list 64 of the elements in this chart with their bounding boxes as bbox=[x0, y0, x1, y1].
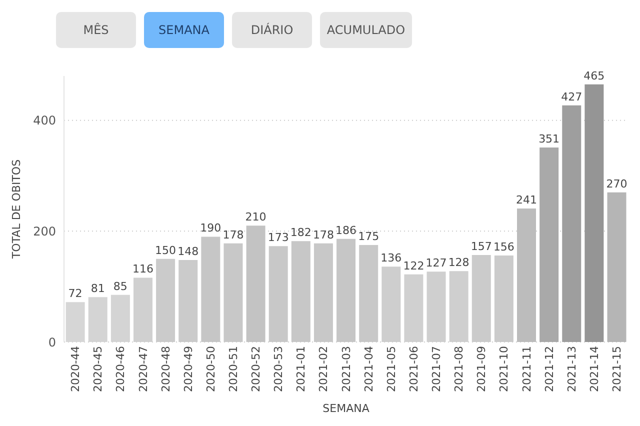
y-axis-title: TOTAL DE OBITOS bbox=[10, 159, 23, 260]
data-label: 122 bbox=[403, 259, 424, 272]
data-label: 127 bbox=[426, 256, 447, 270]
x-tick-label: 2021-14 bbox=[588, 346, 601, 392]
x-tick-label: 2021-02 bbox=[317, 346, 330, 392]
x-tick-label: 2020-53 bbox=[272, 346, 286, 392]
x-tick-label: 2020-52 bbox=[250, 346, 263, 392]
x-tick-label: 2020-50 bbox=[204, 346, 218, 392]
data-label: 270 bbox=[606, 177, 628, 190]
data-label: 178 bbox=[312, 228, 334, 242]
data-label: 427 bbox=[561, 90, 582, 104]
data-label: 186 bbox=[336, 224, 357, 237]
x-tick-label: 2021-11 bbox=[520, 346, 534, 392]
data-label: 351 bbox=[538, 132, 560, 146]
x-tick-label: 2021-12 bbox=[542, 346, 556, 392]
text: MÊS bbox=[56, 12, 136, 48]
x-tick-label: 2021-08 bbox=[452, 346, 466, 392]
data-label: 173 bbox=[268, 231, 289, 244]
y-tick-label: 200 bbox=[33, 224, 56, 238]
x-tick-label: 2020-51 bbox=[227, 346, 240, 392]
data-label: 150 bbox=[155, 244, 176, 257]
x-tick-label: 2021-05 bbox=[384, 346, 398, 392]
data-label: 241 bbox=[516, 193, 538, 206]
data-label: 157 bbox=[470, 240, 492, 253]
x-tick-label: 2020-45 bbox=[92, 346, 105, 392]
bar bbox=[584, 84, 604, 342]
data-label: 156 bbox=[493, 240, 514, 254]
text: SEMANA bbox=[144, 12, 224, 48]
bar bbox=[517, 208, 536, 342]
x-tick-label: 2021-01 bbox=[294, 346, 308, 392]
y-tick-label: 0 bbox=[48, 335, 56, 350]
x-tick-label: 2021-04 bbox=[362, 346, 376, 392]
data-label: 175 bbox=[358, 230, 380, 244]
bar bbox=[607, 192, 626, 342]
data-label: 148 bbox=[178, 244, 199, 258]
data-label: 178 bbox=[222, 228, 244, 242]
x-tick-label: 2021-06 bbox=[407, 346, 420, 392]
x-tick-label: 2020-49 bbox=[182, 346, 195, 392]
x-axis-title: SEMANA bbox=[322, 402, 370, 415]
data-label: 465 bbox=[584, 69, 605, 82]
text: DIÁRIO bbox=[232, 12, 312, 48]
x-tick-label: 2021-07 bbox=[430, 346, 444, 392]
y-tick-label: 400 bbox=[33, 114, 56, 128]
x-tick-label: 2020-44 bbox=[69, 346, 82, 392]
data-label: 136 bbox=[380, 252, 402, 265]
bar bbox=[540, 147, 559, 342]
data-label: 190 bbox=[200, 222, 222, 235]
data-label: 210 bbox=[245, 210, 266, 224]
x-tick-label: 2020-47 bbox=[136, 346, 150, 392]
x-tick-label: 2021-15 bbox=[610, 346, 624, 392]
x-tick-label: 2020-48 bbox=[159, 346, 172, 392]
data-label: 72 bbox=[68, 287, 82, 300]
x-tick-label: 2021-09 bbox=[475, 346, 488, 392]
bar bbox=[562, 105, 582, 342]
data-label: 81 bbox=[90, 282, 105, 296]
x-tick-label: 2021-10 bbox=[498, 346, 511, 392]
data-label: 128 bbox=[448, 256, 470, 270]
data-label: 182 bbox=[290, 226, 312, 240]
x-tick-label: 2020-46 bbox=[114, 346, 128, 392]
text: ACUMULADO bbox=[320, 12, 412, 48]
x-tick-label: 2021-13 bbox=[565, 346, 578, 392]
data-label: 116 bbox=[132, 262, 154, 276]
x-tick-label: 2021-03 bbox=[340, 346, 353, 392]
data-label: 85 bbox=[113, 280, 128, 293]
